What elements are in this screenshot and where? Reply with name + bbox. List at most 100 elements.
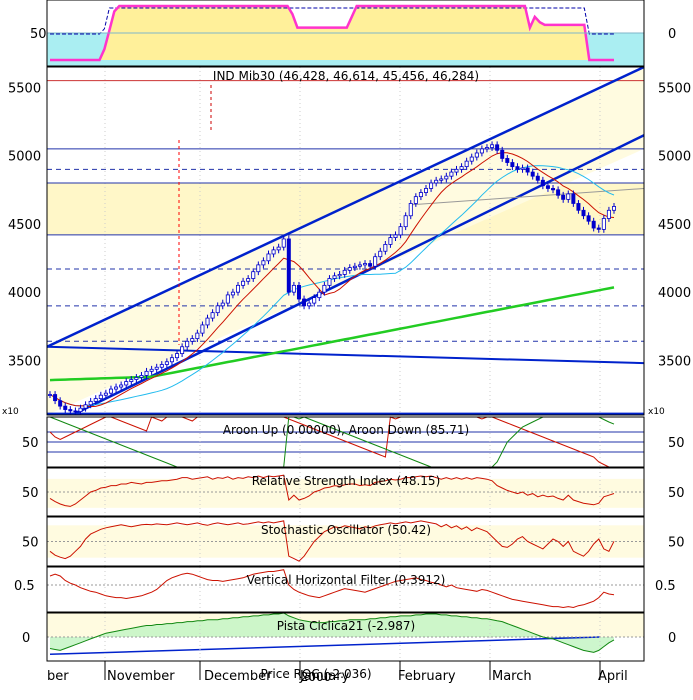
candle-body <box>88 400 93 406</box>
candle-body <box>225 294 230 304</box>
indicator-panels: Aroon Up (0.00000), Aroon Down (85.71) 50… <box>14 416 685 661</box>
candle-body <box>108 388 113 394</box>
price-panel: IND Mib30 (46,428, 46,614, 45,456, 46,28… <box>2 65 691 417</box>
price-ytick-right: 5000 <box>658 150 691 165</box>
cyclica-trend <box>49 636 601 656</box>
candle-body <box>317 291 322 299</box>
candle-body <box>469 156 474 162</box>
candle-body <box>464 160 469 168</box>
candle-body <box>281 238 286 248</box>
top-indicator-line <box>50 4 614 62</box>
candle-body <box>98 394 103 400</box>
ma-long-line <box>49 286 615 382</box>
candle-body <box>124 381 129 386</box>
candle-body <box>601 218 606 230</box>
pista-ciclica-series-0 <box>49 612 615 653</box>
candle-body <box>510 162 515 168</box>
candle-body <box>195 332 200 339</box>
candle-body <box>185 340 190 348</box>
vhf-panel: Vertical Horizontal Filter (0.3912) 0.5 0.… <box>14 567 676 612</box>
candle-body <box>251 271 256 279</box>
month-label: January <box>299 669 350 684</box>
price-scale-right: x10 <box>648 407 665 417</box>
candle-body <box>342 269 347 275</box>
candle-body <box>571 193 576 204</box>
candle-body <box>459 166 464 170</box>
candle-body <box>347 267 352 271</box>
candle-body <box>291 284 296 293</box>
candle-body <box>505 158 510 163</box>
candle-body <box>296 284 301 300</box>
candle-body <box>154 366 159 370</box>
candle-body <box>408 203 413 217</box>
aroon-ytick-left: 50 <box>22 436 39 451</box>
candle-body <box>479 148 484 154</box>
candle-body <box>551 188 556 191</box>
month-labels: ber November December January February March A… <box>47 669 628 684</box>
candle-body <box>266 253 271 262</box>
candle-body <box>530 171 535 177</box>
channel-fill <box>47 67 644 415</box>
pista-ciclica-ytick-left: 0 <box>22 631 30 646</box>
candle-body <box>439 178 444 181</box>
bottom-indicator-label: Price ROC (-2.036) <box>260 667 371 681</box>
panel-frame <box>46 516 645 567</box>
price-scale-left: x10 <box>2 407 19 417</box>
price-ytick-right: 5500 <box>658 81 691 96</box>
candle-body <box>393 234 398 238</box>
candle-body <box>190 338 195 342</box>
rsi-ytick-right: 50 <box>668 486 685 501</box>
candle-body <box>500 149 505 159</box>
candle-body <box>556 189 561 196</box>
candle-body <box>93 398 98 402</box>
candle-body <box>545 185 550 189</box>
candle-body <box>515 166 520 170</box>
candle-body <box>114 386 119 390</box>
candle-body <box>144 370 149 376</box>
rsi-ytick-left: 50 <box>22 486 39 501</box>
candle-body <box>596 227 601 230</box>
candle-body <box>540 179 545 187</box>
candle-body <box>256 264 261 273</box>
candle-body <box>561 194 566 200</box>
ma-mid-line <box>49 165 615 407</box>
rsi-title: Relative Strength Index (48.15) <box>252 474 441 488</box>
aroon-ytick-right: 50 <box>668 436 685 451</box>
candle-body <box>103 392 108 396</box>
candle-body <box>535 175 540 181</box>
candle-body <box>434 179 439 184</box>
panel-frame <box>46 416 645 468</box>
top-dashed-line <box>50 7 614 35</box>
price-ytick-left: 4500 <box>8 218 41 233</box>
top-ytick-right: 0 <box>668 27 676 42</box>
candle-body <box>271 249 276 255</box>
price-ytick-right: 4000 <box>658 286 691 301</box>
price-ytick-left: 5500 <box>8 81 41 96</box>
price-y-ticks: 3500 3500 4000 4000 4500 4500 5000 5000 5500 5500 <box>8 81 691 369</box>
month-label: March <box>492 669 532 684</box>
candle-body <box>586 215 591 222</box>
candle-body <box>352 265 357 269</box>
candle-body <box>169 357 174 363</box>
candle-body <box>576 203 581 211</box>
vhf-ytick-right: 0.5 <box>655 579 676 594</box>
channel-flat <box>46 345 645 365</box>
top-indicator-panel: 50 0 <box>30 0 676 66</box>
candle-body <box>327 278 332 286</box>
panel-frame <box>46 66 645 416</box>
candle-body <box>307 302 312 307</box>
candle-body <box>383 244 388 252</box>
candle-body <box>612 206 617 211</box>
candle-body <box>78 407 83 412</box>
stochastic-series-0 <box>49 520 615 562</box>
candle-body <box>246 278 251 282</box>
month-label: April <box>598 669 628 684</box>
price-ytick-left: 3500 <box>8 354 41 369</box>
candle-body <box>129 379 134 382</box>
candle-body <box>68 409 73 412</box>
aroon-series-0 <box>49 416 614 468</box>
candle-body <box>119 384 124 388</box>
panel-frames <box>46 0 645 680</box>
x-axis: ber November December January February March A… <box>47 667 628 684</box>
